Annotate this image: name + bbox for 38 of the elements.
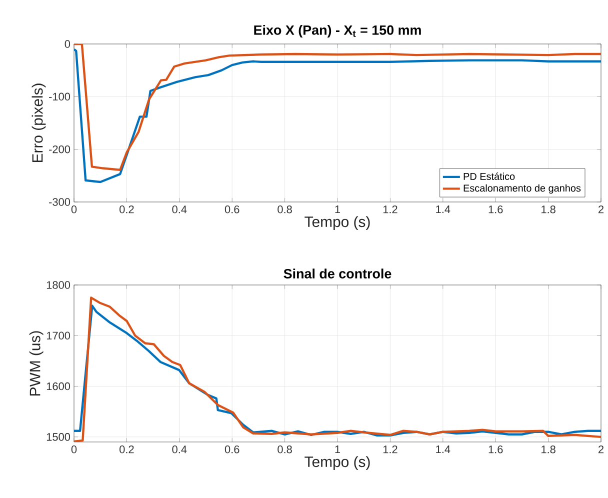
y-tick-label: 1800 — [46, 281, 70, 289]
x-tick-label: 1.6 — [488, 206, 503, 214]
chart-title: Eixo X (Pan) - X$_{t}$ = 150 mm — [254, 24, 421, 38]
x-tick-label: 1.4 — [436, 446, 450, 454]
legend-label: Escalonamento de ganhos — [464, 184, 581, 194]
x-tick-label: 1.6 — [488, 446, 503, 454]
x-tick-label: 1.4 — [436, 206, 450, 214]
x-tick-label: 1.2 — [383, 446, 398, 454]
x-tick-label: 0.8 — [278, 446, 292, 454]
x-tick-label: 0.2 — [120, 446, 134, 454]
y-tick-label: -300 — [49, 198, 70, 206]
y-tick-label: 1500 — [46, 433, 70, 441]
x-tick-label: 2 — [598, 206, 604, 214]
x-tick-label: 0.2 — [120, 206, 134, 214]
y-tick-label: 1700 — [46, 332, 70, 340]
y-axis-title: Erro (pixels) — [32, 84, 46, 162]
x-tick-label: 1 — [335, 206, 340, 214]
legend-label: PD Estático — [464, 172, 515, 180]
x-tick-label: 0.6 — [224, 446, 240, 454]
chart-title: Sinal de controle — [284, 268, 392, 278]
y-tick-label: 1600 — [46, 382, 70, 390]
x-tick-label: 1 — [335, 446, 340, 454]
y-tick-label: -100 — [49, 92, 70, 101]
x-tick-label: 1.2 — [383, 206, 398, 214]
x-axis-title: Tempo (s) — [304, 456, 370, 470]
x-tick-label: 1.8 — [542, 206, 556, 214]
x-axis-title: Tempo (s) — [304, 216, 370, 230]
x-tick-label: 0.4 — [172, 206, 187, 214]
x-tick-label: 2 — [598, 446, 604, 454]
y-tick-label: -200 — [49, 145, 70, 154]
x-tick-label: 0.8 — [278, 206, 292, 214]
x-tick-label: 0.6 — [224, 206, 240, 214]
y-tick-label: 0 — [64, 40, 70, 48]
x-tick-label: 0.4 — [172, 446, 187, 454]
y-axis-title: PWM (us) — [29, 331, 44, 396]
x-tick-label: 0 — [71, 446, 77, 454]
x-tick-label: 0 — [71, 206, 77, 214]
x-tick-label: 1.8 — [542, 446, 556, 454]
